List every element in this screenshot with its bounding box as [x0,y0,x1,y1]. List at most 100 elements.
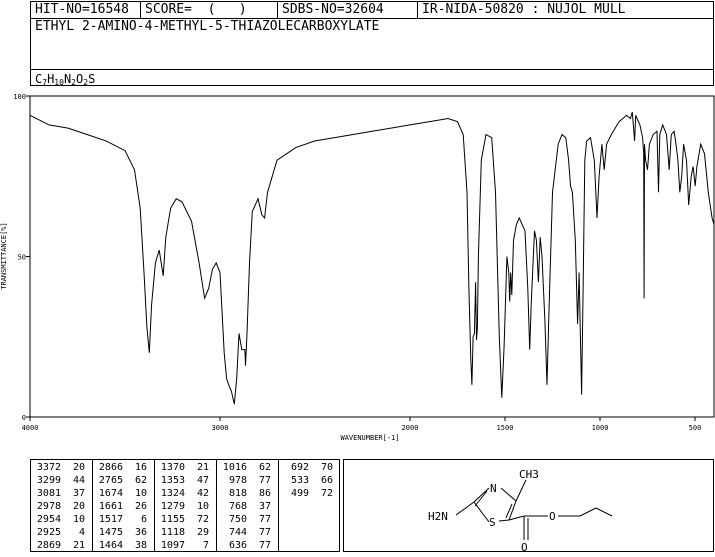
plot-frame [29,95,715,418]
peak-wavenumber: 1353 [160,475,185,486]
peak-wavenumber: 3299 [36,475,61,486]
peak-transmittance: 20 [72,501,85,512]
peak-transmittance: 21 [196,462,209,473]
peak-column: 3372 20 3299 44 3081 37 2978 20 2954 10 2925 4 2869 2… [31,460,93,551]
peak-wavenumber: 1475 [98,527,123,538]
peak-transmittance: 77 [258,475,271,486]
peak-wavenumber: 636 [228,540,247,551]
formula-part: H [47,72,55,86]
score: SCORE= ( ) [141,2,278,19]
peak-wavenumber: 499 [290,488,309,499]
peak-wavenumber: 3081 [36,488,61,499]
peak-transmittance: 86 [258,488,271,499]
methyl-label: CH3 [519,468,539,481]
formula-part: 2 [71,78,76,87]
peak-wavenumber: 1279 [160,501,185,512]
peak-transmittance: 42 [196,488,209,499]
x-axis-label: WAVENUMBER[-1] [340,434,399,442]
peak-transmittance: 77 [258,540,271,551]
ring-sulfur-label: S [489,516,496,529]
carbonyl-oxygen-label: O [521,541,528,553]
peak-transmittance: 26 [134,501,147,512]
compound-box: ETHYL 2-AMINO-4-METHYL-5-THIAZOLECARBOXY… [30,18,714,87]
peak-transmittance: 10 [72,514,85,525]
peak-column: 1370 21 1353 47 1324 42 1279 10 1155 72 1118 29 1097… [155,460,217,551]
peak-wavenumber: 818 [228,488,247,499]
x-tick-label: 4000 [22,424,39,432]
formula-part: O [76,72,84,86]
peak-wavenumber: 1674 [98,488,123,499]
peak-transmittance: 72 [320,488,333,499]
y-tick-label: 50 [18,254,26,262]
peak-transmittance: 16 [134,462,147,473]
ir-id: IR-NIDA-50820 : NUJOL MULL [422,2,626,17]
peak-transmittance: 47 [196,475,209,486]
peak-wavenumber: 1016 [222,462,247,473]
peak-wavenumber: 2866 [98,462,123,473]
peak-transmittance: 4 [78,527,85,538]
x-tick-label: 2000 [402,424,419,432]
x-tick-label: 1000 [592,424,609,432]
peak-transmittance: 70 [320,462,333,473]
amino-label: H2N [428,510,448,523]
ring-nitrogen-label: N [490,482,497,495]
peak-wavenumber: 2978 [36,501,61,512]
peak-wavenumber: 2954 [36,514,61,525]
peak-column: 692 70 533 66 499 72 [279,460,341,551]
chemical-structure: N S CH3 H2N O O [428,468,613,554]
peak-wavenumber: 744 [228,527,247,538]
peak-transmittance: 6 [140,514,147,525]
peak-transmittance: 37 [72,488,85,499]
y-tick-label: 100 [13,93,26,101]
peak-transmittance: 62 [258,462,271,473]
peak-transmittance: 72 [196,514,209,525]
peak-transmittance: 36 [134,527,147,538]
peak-transmittance: 7 [202,540,209,551]
peak-wavenumber: 3372 [36,462,61,473]
peak-wavenumber: 2765 [98,475,123,486]
peak-transmittance: 62 [134,475,147,486]
peak-wavenumber: 1370 [160,462,185,473]
hit-number: HIT-NO=16548 [31,2,141,19]
x-tick-label: 3000 [212,424,229,432]
peak-transmittance: 38 [134,540,147,551]
peak-wavenumber: 692 [290,462,309,473]
peak-wavenumber: 978 [228,475,247,486]
peak-transmittance: 44 [72,475,85,486]
peak-wavenumber: 1118 [160,527,185,538]
spectrum-trace [29,111,715,405]
formula-part: N [63,72,72,86]
peak-transmittance: 10 [134,488,147,499]
structure-box: N S CH3 H2N O O [343,459,714,554]
x-tick-label: 1500 [497,424,514,432]
peak-transmittance: 77 [258,527,271,538]
peak-wavenumber: 768 [228,501,247,512]
peak-transmittance: 21 [72,540,85,551]
molecular-formula: C7H10N2O2S [35,71,95,91]
ir-spectrum-chart: 0 50 100 4000 3000 2000 1500 1000 500 WAVENUMBE… [0,93,715,442]
formula-part: S [88,72,96,86]
peak-wavenumber: 533 [290,475,309,486]
peak-table: 3372 20 3299 44 3081 37 2978 20 2954 10 2925 4 2869 2… [30,459,340,552]
peak-wavenumber: 1661 [98,501,123,512]
peak-transmittance: 37 [258,501,271,512]
y-tick-label: 0 [22,414,26,422]
peak-wavenumber: 2925 [36,527,61,538]
x-tick-label: 500 [689,424,702,432]
formula-part: 10 [54,78,64,87]
peak-transmittance: 66 [320,475,333,486]
compound-name: ETHYL 2-AMINO-4-METHYL-5-THIAZOLECARBOXY… [35,19,380,34]
peak-column: 2866 16 2765 62 1674 10 1661 26 1517 6 1475 36 1464 3… [93,460,155,551]
peak-wavenumber: 750 [228,514,247,525]
peak-transmittance: 77 [258,514,271,525]
sdbs-number: SDBS-NO=32604 [278,2,418,19]
peak-transmittance: 20 [72,462,85,473]
formula-part: C [35,72,43,86]
peak-wavenumber: 1155 [160,514,185,525]
peak-wavenumber: 1097 [160,540,185,551]
y-axis-label: TRANSMITTANCE[%] [0,222,8,289]
peak-wavenumber: 1464 [98,540,123,551]
formula-part: 7 [42,78,48,87]
ester-oxygen-label: O [549,510,556,523]
peak-wavenumber: 1517 [98,514,123,525]
